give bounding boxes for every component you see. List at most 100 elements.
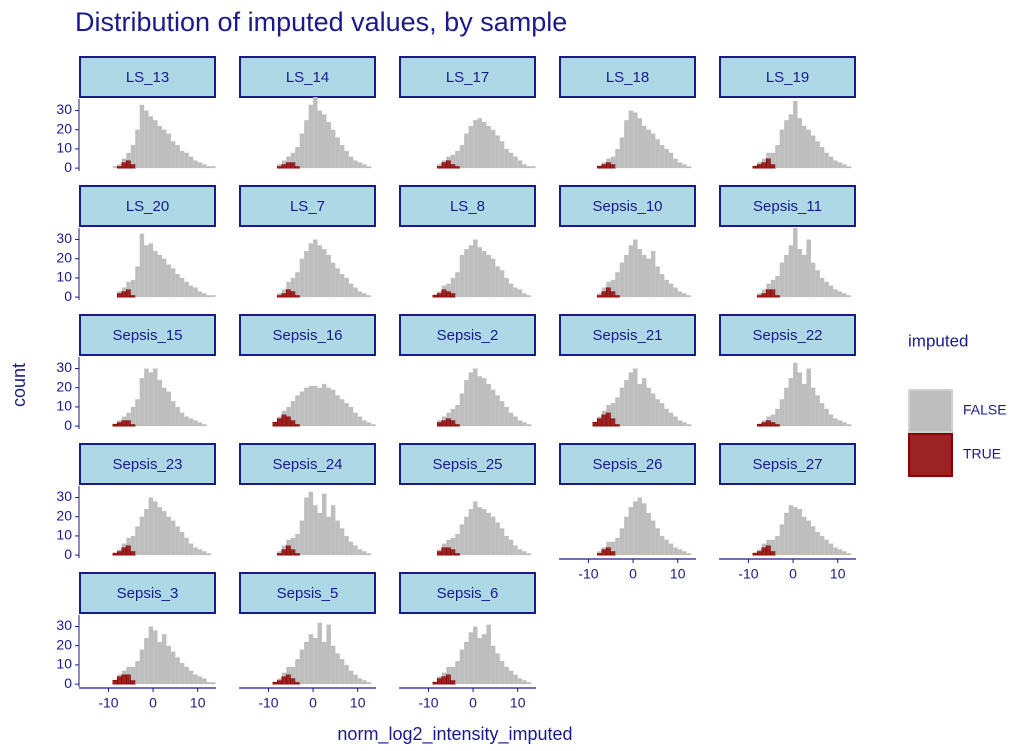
histogram-bar xyxy=(490,645,496,685)
histogram-bar xyxy=(788,378,794,427)
histogram-bar xyxy=(445,418,452,427)
histogram-bar xyxy=(784,387,789,427)
histogram-bar xyxy=(610,279,616,292)
histogram-bar xyxy=(445,674,452,685)
y-tick-label: 10 xyxy=(56,527,72,543)
y-tick-label: 30 xyxy=(56,101,72,117)
histogram-bar xyxy=(664,539,669,556)
facet-title: Sepsis_6 xyxy=(437,585,499,602)
histogram-bar xyxy=(473,239,478,298)
histogram-bar xyxy=(459,393,465,427)
histogram-bar xyxy=(148,497,154,556)
histogram-bar xyxy=(348,406,354,427)
histogram-bar xyxy=(135,661,140,685)
histogram-bar xyxy=(308,385,314,427)
histogram-bar xyxy=(353,412,358,427)
histogram-bar xyxy=(202,293,207,298)
histogram-bar xyxy=(668,152,674,169)
histogram-bar xyxy=(344,277,349,298)
histogram-bar xyxy=(682,422,687,427)
histogram-bar xyxy=(490,516,496,556)
histogram-bar xyxy=(833,547,838,556)
histogram-bar xyxy=(330,129,336,169)
legend-label: TRUE xyxy=(963,446,1001,462)
histogram-bar xyxy=(655,528,660,556)
histogram-bar xyxy=(486,383,491,427)
histogram-bar xyxy=(308,634,314,685)
histogram-bar xyxy=(837,162,843,169)
histogram-bar xyxy=(175,406,180,427)
histogram-bar xyxy=(286,406,291,417)
histogram-bar xyxy=(677,291,683,298)
histogram-bar xyxy=(522,680,527,685)
histogram-bar xyxy=(441,416,447,421)
legend-key xyxy=(908,433,953,477)
histogram-bar xyxy=(522,164,527,169)
histogram-bar xyxy=(646,512,651,556)
histogram-bar xyxy=(775,408,780,425)
histogram-bar xyxy=(135,129,140,169)
histogram-bar xyxy=(637,383,643,427)
histogram-bar xyxy=(211,166,216,169)
y-tick-label: 30 xyxy=(56,488,72,504)
facet-title: Sepsis_3 xyxy=(117,585,179,602)
histogram-bar xyxy=(326,122,331,169)
histogram-bar xyxy=(184,416,189,427)
histogram-bar xyxy=(601,162,607,165)
histogram-bar xyxy=(605,162,612,169)
histogram-bar xyxy=(842,551,847,556)
histogram-bar xyxy=(202,424,207,427)
histogram-bar xyxy=(304,120,309,169)
histogram-bar xyxy=(468,632,474,685)
histogram-bar xyxy=(144,509,149,556)
histogram-bar xyxy=(815,270,820,298)
histogram-bar xyxy=(615,272,620,296)
histogram-bar xyxy=(619,262,625,298)
histogram-bar xyxy=(166,133,171,169)
histogram-bar xyxy=(842,422,847,427)
histogram-bar xyxy=(166,516,171,556)
histogram-bar xyxy=(642,254,647,298)
histogram-bar xyxy=(197,162,203,169)
histogram-bar xyxy=(614,294,621,298)
histogram-bar xyxy=(513,545,518,556)
histogram-bar xyxy=(842,164,847,169)
histogram-bar xyxy=(125,420,132,427)
histogram-bar xyxy=(121,674,127,685)
histogram-bar xyxy=(486,512,491,556)
y-tick-label: 20 xyxy=(56,507,72,523)
histogram-bar xyxy=(366,553,372,556)
histogram-bar xyxy=(339,528,345,556)
facet-title: LS_18 xyxy=(606,69,649,86)
histogram-bar xyxy=(828,156,834,169)
histogram-bar xyxy=(130,294,136,298)
histogram-bar xyxy=(642,378,647,427)
histogram-bar xyxy=(601,410,607,415)
histogram-bar xyxy=(121,670,127,675)
histogram-bar xyxy=(637,497,643,556)
histogram-bar xyxy=(188,285,194,298)
histogram-bar xyxy=(526,553,532,556)
histogram-bar xyxy=(326,516,331,556)
histogram-bar xyxy=(117,420,122,423)
histogram-bar xyxy=(450,679,456,685)
histogram-bar xyxy=(526,166,532,169)
y-tick-label: 10 xyxy=(56,656,72,672)
histogram-bar xyxy=(779,399,785,427)
histogram-bar xyxy=(495,395,500,427)
histogram-bar xyxy=(477,507,483,556)
x-tick-label: 0 xyxy=(149,695,157,711)
facet-strip xyxy=(239,572,376,614)
histogram-bar xyxy=(601,547,607,550)
histogram-bar xyxy=(117,164,122,167)
histogram-bar xyxy=(322,493,327,556)
histogram-bar xyxy=(286,539,291,546)
histogram-bar xyxy=(833,418,838,427)
histogram-bar xyxy=(833,160,838,169)
histogram-bar xyxy=(450,292,456,298)
histogram-bar xyxy=(437,421,443,427)
histogram-bar xyxy=(144,638,149,685)
histogram-bar xyxy=(459,254,465,298)
histogram-bar xyxy=(277,165,283,169)
histogram-bar xyxy=(797,509,803,556)
